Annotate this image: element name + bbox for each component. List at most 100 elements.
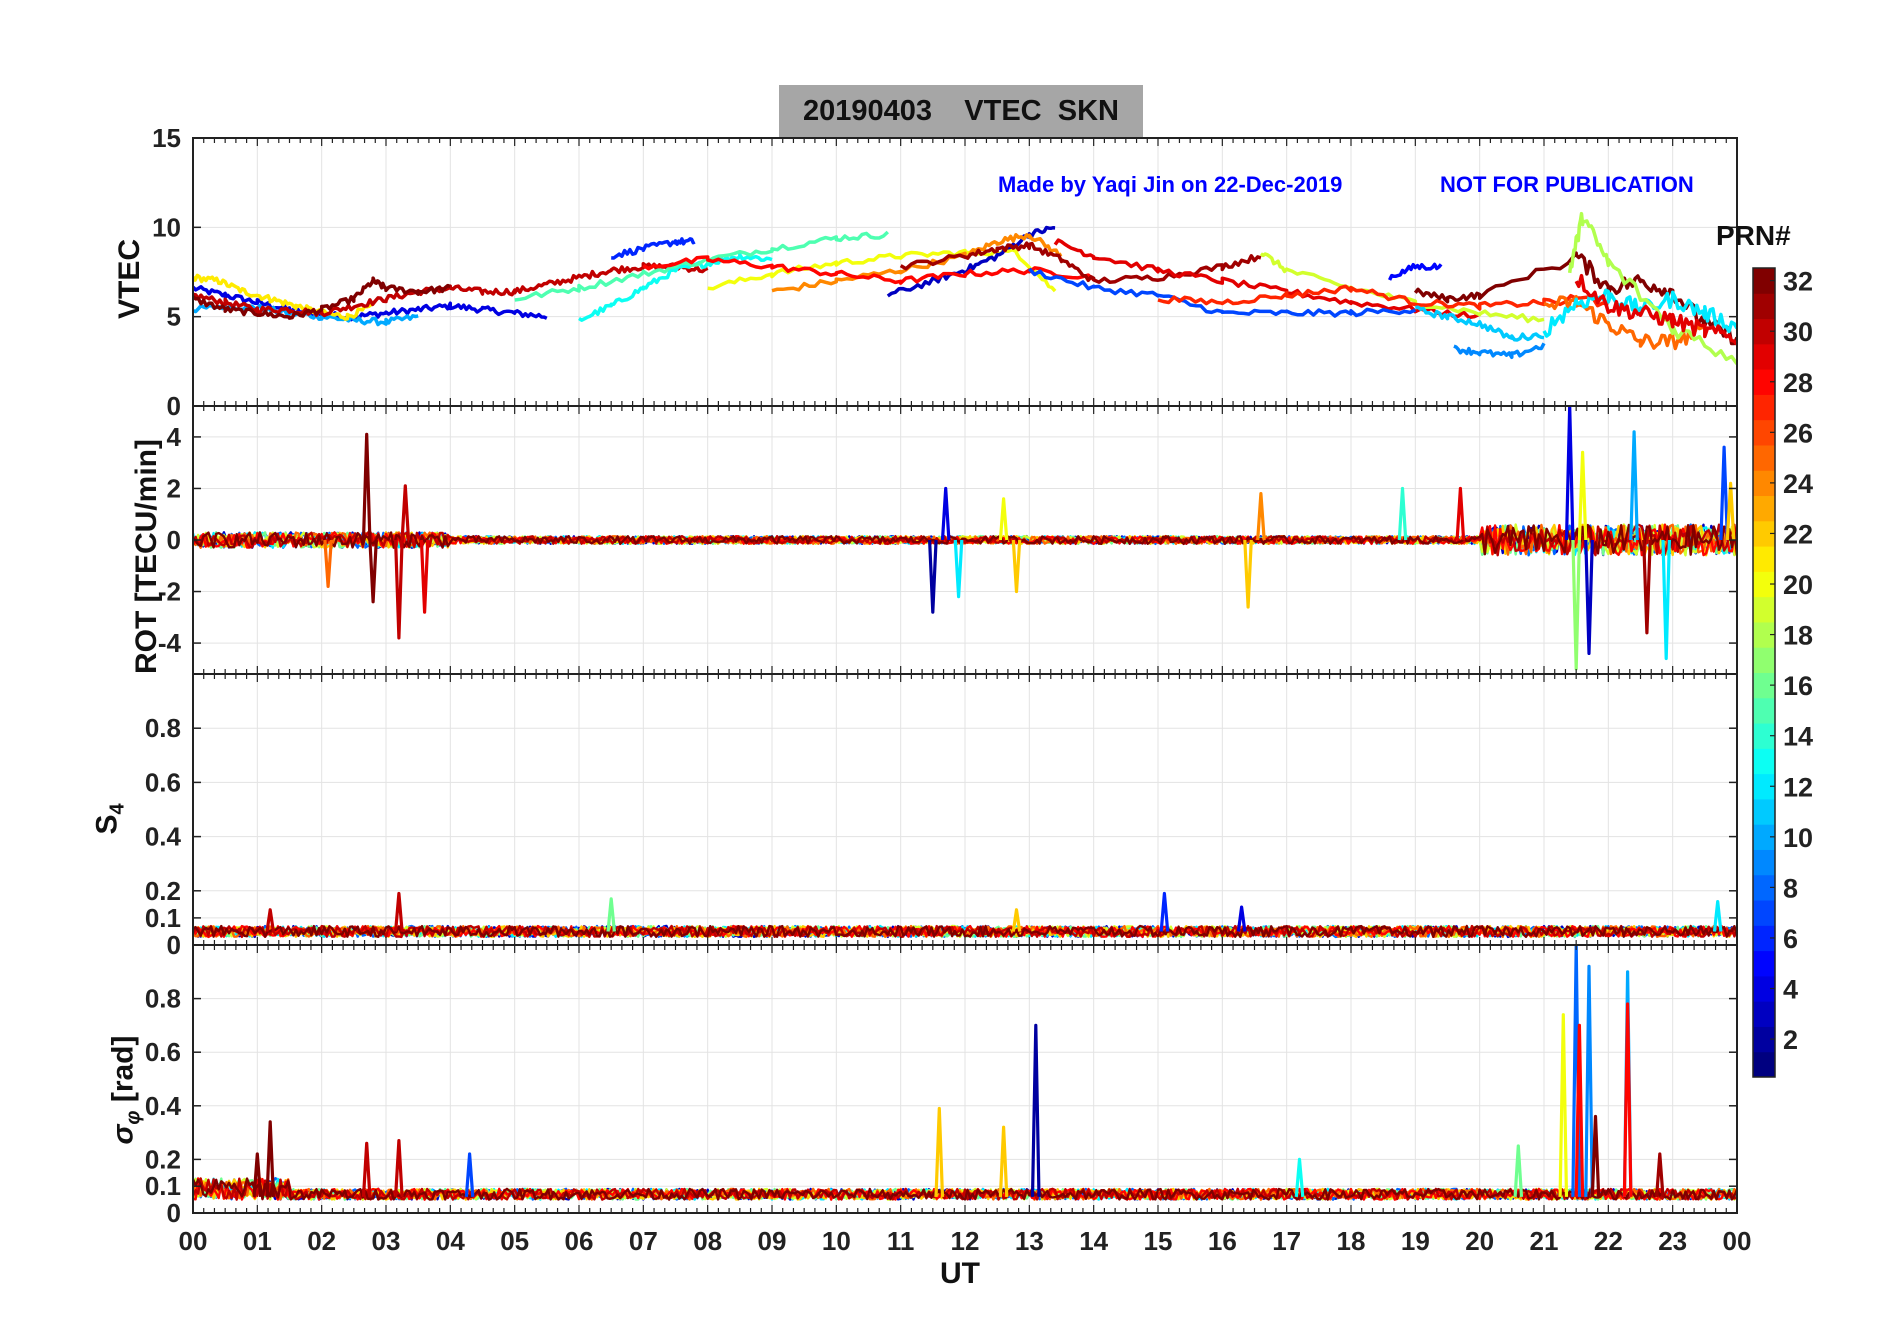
x-tick-label: 06 — [565, 1226, 594, 1256]
y-tick-label: 0.8 — [145, 713, 181, 743]
colorbar-swatch — [1753, 849, 1775, 876]
vtec-series-prn-4 — [193, 285, 548, 322]
panel-3: 00.10.2 0.4 0.6 0.8 — [145, 944, 1738, 1228]
y-tick-label: 2 — [167, 473, 181, 503]
spike-prn-4 — [940, 486, 951, 541]
spike-prn-25 — [323, 539, 333, 588]
colorbar-swatch — [1753, 546, 1775, 572]
colorbar-tick-label: 8 — [1783, 873, 1798, 903]
panel-2: 00.10.2 0.4 0.6 0.8 — [145, 673, 1738, 960]
x-tick-label: 00 — [1723, 1226, 1752, 1256]
x-tick-label: 20 — [1465, 1226, 1494, 1256]
spike-prn-7 — [1719, 445, 1729, 541]
spike-prn-20 — [1577, 450, 1588, 541]
x-tick-label: 04 — [436, 1226, 465, 1256]
y-tick-label: 0.1 — [145, 1171, 181, 1201]
colorbar-swatch — [1753, 520, 1775, 547]
y-tick-label: 0.4 — [145, 822, 182, 852]
colorbar-tick-label: 32 — [1783, 267, 1813, 297]
colorbar-tick-label: 4 — [1783, 975, 1798, 1005]
vtec-series-prn-24 — [771, 233, 1063, 293]
x-tick-label: 23 — [1658, 1226, 1687, 1256]
colorbar-tick-label: 30 — [1783, 317, 1813, 347]
data-layer — [193, 406, 1737, 671]
spike-prn-12 — [1661, 539, 1671, 661]
spike-prn-20 — [1558, 1013, 1569, 1197]
spike-prn-30 — [265, 908, 275, 932]
y-tick-label: 0.6 — [145, 767, 181, 797]
x-tick-label: 11 — [887, 1226, 915, 1256]
colorbar-swatch — [1753, 900, 1775, 926]
colorbar-swatch — [1753, 571, 1775, 598]
y-tick-label: 0.6 — [145, 1037, 181, 1067]
spike-prn-28 — [1622, 1002, 1633, 1197]
y-tick-label: 0.2 — [145, 876, 181, 906]
noise-trace-prn-32 — [193, 1177, 1737, 1201]
x-tick-label: 12 — [951, 1226, 980, 1256]
spike-prn-10 — [1629, 430, 1639, 541]
spike-prn-29 — [1455, 486, 1466, 541]
x-tick-label: 10 — [822, 1226, 851, 1256]
noise-trace-prn-32 — [193, 523, 1737, 556]
panel-1: -4 -2 0 2 4 — [158, 405, 1738, 675]
vtec-series-prn-9 — [1453, 342, 1546, 360]
spike-prn-2 — [928, 539, 938, 614]
x-tick-label: 03 — [372, 1226, 401, 1256]
spike-prn-31 — [1655, 1152, 1665, 1198]
colorbar-swatch — [1753, 950, 1775, 977]
colorbar-tick-label: 18 — [1783, 621, 1813, 651]
spike-prn-22 — [1011, 908, 1022, 932]
spike-prn-22 — [1725, 481, 1736, 541]
ylabel-rot: ROT [TECU/min] — [130, 439, 163, 674]
spike-prn-30 — [394, 891, 404, 932]
ylabel-s4: S4 — [90, 803, 129, 835]
spike-prn-32 — [265, 1120, 275, 1197]
figure-title: 20190403 VTEC SKN — [803, 95, 1119, 127]
y-tick-label: 5 — [167, 302, 181, 332]
colorbar-swatch — [1753, 343, 1775, 370]
spike-prn-9 — [1584, 964, 1594, 1197]
colorbar-swatch — [1753, 470, 1775, 497]
data-layer — [193, 211, 1737, 365]
vtec-series-prn-27 — [1157, 284, 1609, 311]
colorbar-tick-label: 14 — [1783, 722, 1813, 752]
credit-author: Made by Yaqi Jin on 22-Dec-2019 — [998, 172, 1343, 197]
vtec-series-prn-7 — [1028, 267, 1417, 318]
colorbar-frame — [1752, 267, 1776, 1078]
colorbar-swatch — [1753, 697, 1775, 724]
colorbar-swatch — [1753, 318, 1775, 345]
spike-prn-17 — [1571, 539, 1581, 671]
spike-prn-4 — [1564, 406, 1575, 541]
spike-prn-3 — [1584, 539, 1594, 655]
data-layer — [193, 891, 1737, 939]
colorbar-swatch — [1753, 773, 1775, 800]
vtec-series-prn-30 — [193, 261, 709, 318]
y-tick-label: 15 — [152, 123, 181, 153]
spike-prn-30 — [394, 539, 404, 640]
x-tick-label: 14 — [1079, 1226, 1108, 1256]
colorbar-swatch — [1753, 1051, 1775, 1078]
x-tick-label: 18 — [1337, 1226, 1366, 1256]
spike-prn-16 — [1513, 1144, 1524, 1198]
x-tick-label: 01 — [243, 1226, 272, 1256]
y-tick-label: 10 — [152, 212, 181, 242]
spike-prn-29 — [419, 539, 430, 614]
y-tick-label: 0 — [167, 391, 181, 421]
y-tick-label: -4 — [158, 628, 182, 658]
colorbar-tick-label: 2 — [1783, 1025, 1798, 1055]
vtec-series-prn-18 — [1567, 211, 1737, 365]
spike-prn-32 — [1590, 1114, 1601, 1197]
x-tick-label: 05 — [500, 1226, 529, 1256]
y-tick-label: 4 — [167, 422, 182, 452]
x-tick-label: 07 — [629, 1226, 658, 1256]
colorbar-title: PRN# — [1716, 220, 1791, 251]
vtec-series-prn-21 — [193, 273, 375, 321]
colorbar-swatch — [1753, 874, 1775, 901]
spike-prn-13 — [1294, 1157, 1305, 1198]
colorbar-tick-label: 24 — [1783, 469, 1813, 499]
spike-prn-2 — [1030, 1023, 1041, 1197]
data-layer — [193, 945, 1737, 1201]
spike-prn-24 — [1256, 492, 1266, 541]
